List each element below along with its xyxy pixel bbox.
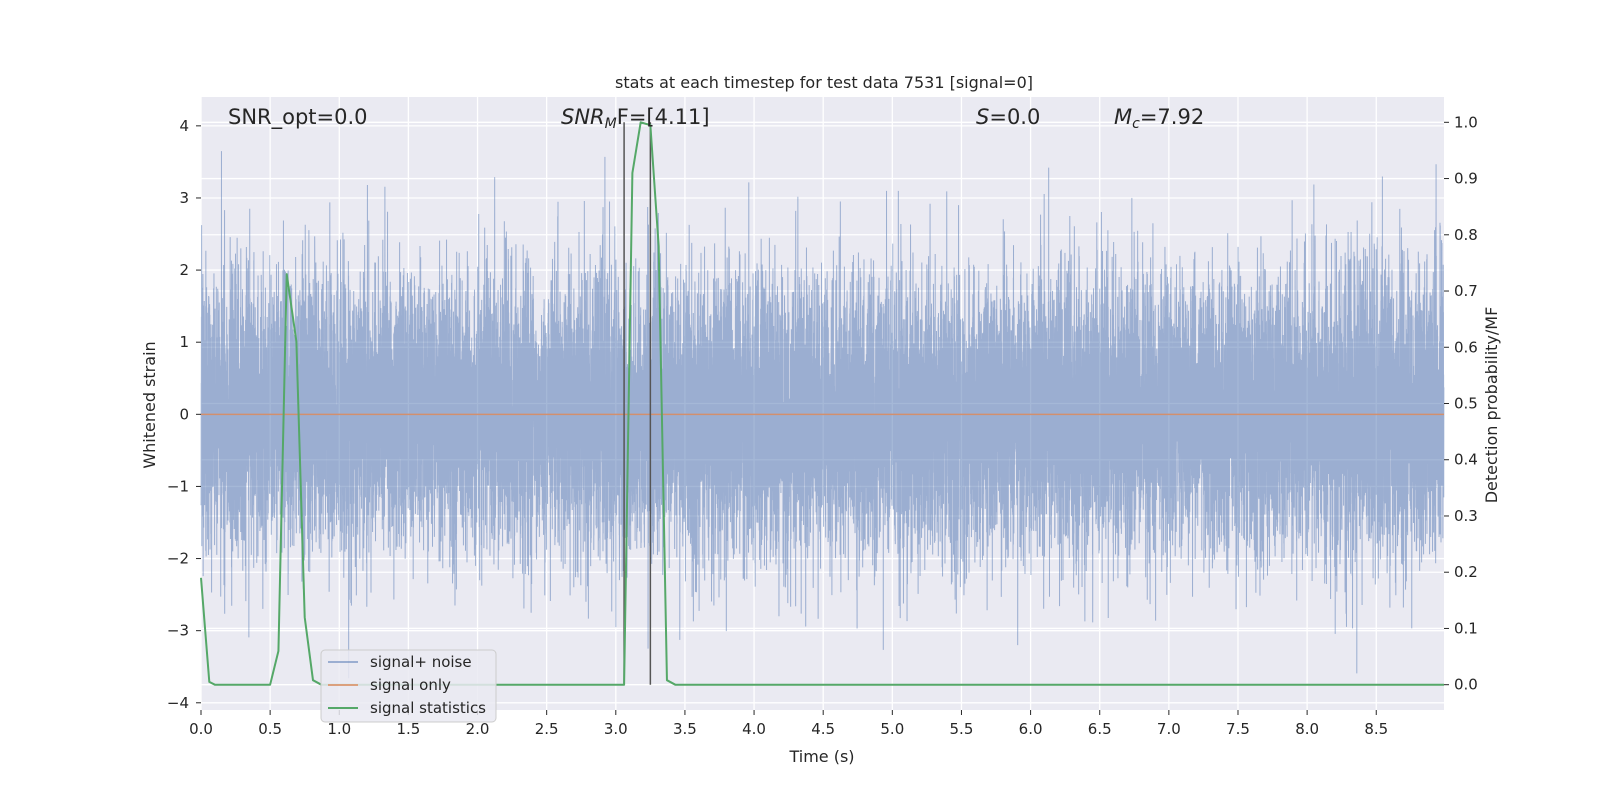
y-right-tick-label: 1.0 <box>1454 113 1478 131</box>
series-signal-statistics <box>200 121 1444 686</box>
line-series <box>200 121 1444 686</box>
mc-annotation: Mc=7.92 <box>1114 105 1204 132</box>
x-tick-label: 3.5 <box>673 720 697 738</box>
x-axis: 0.0 0.5 1.0 1.5 2.0 2.5 3.0 3.5 4.0 4.5 5.0 5.5 6.0 6… <box>189 710 1388 738</box>
series-signal-noise <box>200 151 1445 679</box>
x-tick-label: 7.5 <box>1226 720 1250 738</box>
x-tick-label: 0.5 <box>258 720 282 738</box>
y-left-tick-label: 2 <box>179 261 189 279</box>
y-right-tick-label: 0.3 <box>1454 507 1478 525</box>
snr-mf-name: SNR <box>561 105 605 129</box>
snr-opt-annotation: SNR_opt=0.0 <box>228 105 368 130</box>
y-left-tick-label: −2 <box>167 550 189 568</box>
legend-label-signal-statistics: signal statistics <box>370 699 486 717</box>
s-annotation: S=0.0 <box>976 105 1040 129</box>
y-right-tick-label: 0.2 <box>1454 563 1478 581</box>
y-right-tick-label: 0.9 <box>1454 170 1478 188</box>
chart-title: stats at each timestep for test data 753… <box>615 73 1033 92</box>
x-tick-label: 6.5 <box>1088 720 1112 738</box>
y-left-tick-label: 4 <box>179 117 189 135</box>
legend-label-signal-only: signal only <box>370 676 451 694</box>
y-right-tick-label: 0.4 <box>1454 451 1478 469</box>
x-tick-label: 4.0 <box>742 720 766 738</box>
x-tick-label: 2.0 <box>466 720 490 738</box>
x-tick-label: 8.5 <box>1364 720 1388 738</box>
x-tick-label: 8.0 <box>1295 720 1319 738</box>
y-axis-right: 0.0 0.1 0.2 0.3 0.4 0.5 0.6 0.7 0.8 0.9 1.0 <box>1444 113 1478 694</box>
x-tick-label: 0.0 <box>189 720 213 738</box>
x-tick-label: 3.0 <box>604 720 628 738</box>
y-left-tick-label: 1 <box>179 333 189 351</box>
y-right-tick-label: 0.8 <box>1454 226 1478 244</box>
noise-series <box>200 151 1445 679</box>
y-left-tick-label: −4 <box>167 694 189 712</box>
snr-mf-subscript: M <box>605 116 617 132</box>
x-tick-label: 7.0 <box>1157 720 1181 738</box>
x-tick-label: 2.5 <box>535 720 559 738</box>
mc-name: M <box>1114 105 1132 129</box>
snr-mf-value: F=[4.11] <box>617 105 710 129</box>
x-tick-label: 5.5 <box>950 720 974 738</box>
x-tick-label: 6.0 <box>1019 720 1043 738</box>
y-left-tick-label: −3 <box>167 622 189 640</box>
y-axis-right-label: Detection probability/MF <box>1482 307 1501 504</box>
y-left-tick-label: 3 <box>179 189 189 207</box>
y-right-tick-label: 0.6 <box>1454 338 1478 356</box>
x-tick-label: 1.5 <box>396 720 420 738</box>
x-tick-label: 4.5 <box>811 720 835 738</box>
mc-subscript: c <box>1132 116 1140 132</box>
mc-value: =7.92 <box>1140 105 1204 129</box>
legend-label-signal-noise: signal+ noise <box>370 653 472 671</box>
legend-box <box>320 649 497 723</box>
y-axis-left-label: Whitened strain <box>140 341 159 468</box>
y-right-tick-label: 0.7 <box>1454 282 1478 300</box>
y-left-tick-label: −1 <box>167 477 189 495</box>
annotations: SNR_opt=0.0 SNRMF=[4.11] S=0.0 Mc=7.92 <box>228 105 1204 132</box>
s-value: =0.0 <box>989 105 1040 129</box>
y-right-tick-label: 0.5 <box>1454 395 1478 413</box>
y-axis-left: −4 −3 −2 −1 0 1 2 3 4 <box>167 117 201 712</box>
snr-mf-annotation: SNRMF=[4.11] <box>561 105 710 132</box>
legend: signal+ noise signal only signal statist… <box>320 649 497 723</box>
y-right-tick-label: 0.1 <box>1454 619 1478 637</box>
x-tick-label: 1.0 <box>327 720 351 738</box>
y-left-tick-label: 0 <box>179 405 189 423</box>
x-axis-label: Time (s) <box>788 747 854 766</box>
y-right-tick-label: 0.0 <box>1454 676 1478 694</box>
s-name: S <box>976 105 989 129</box>
x-tick-label: 5.0 <box>880 720 904 738</box>
